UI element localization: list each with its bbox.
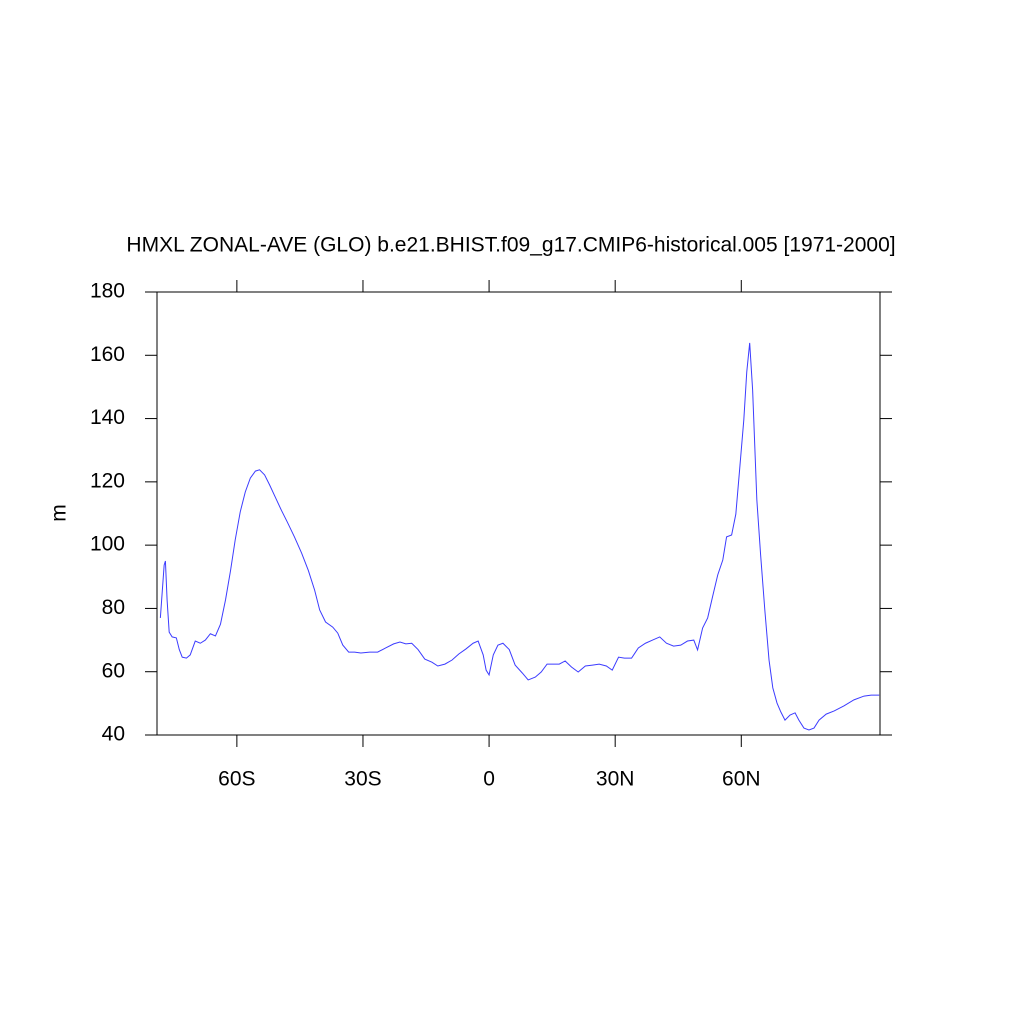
y-tick-label: 180 (90, 280, 125, 303)
chart-title: HMXL ZONAL-AVE (GLO) b.e21.BHIST.f09_g17… (126, 234, 895, 257)
plot-frame (156, 291, 881, 736)
x-tick-label: 60N (722, 768, 761, 791)
y-tick-label: 160 (90, 343, 125, 366)
y-tick-label: 40 (102, 723, 125, 746)
y-axis-label: m (48, 504, 71, 522)
y-tick-label: 100 (90, 533, 125, 556)
data-line (159, 342, 880, 731)
x-tick-label: 30S (344, 768, 381, 791)
x-tick-label: 60S (218, 768, 255, 791)
x-tick-label: 0 (483, 768, 495, 791)
x-tick-label: 30N (596, 768, 635, 791)
y-tick-label: 60 (102, 659, 125, 682)
y-tick-label: 80 (102, 596, 125, 619)
y-tick-label: 140 (90, 406, 125, 429)
y-tick-label: 120 (90, 469, 125, 492)
